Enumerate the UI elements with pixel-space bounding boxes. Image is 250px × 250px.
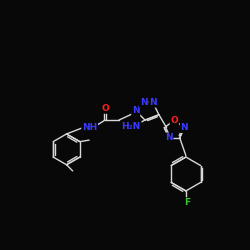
Text: N: N <box>132 106 140 115</box>
Text: N: N <box>149 98 156 107</box>
Text: H₂N: H₂N <box>122 122 141 131</box>
Text: NH: NH <box>82 123 97 132</box>
Text: N: N <box>140 98 147 107</box>
Text: O: O <box>170 116 178 124</box>
Text: N: N <box>165 133 173 142</box>
Text: N: N <box>180 123 188 132</box>
Text: F: F <box>184 198 190 207</box>
Text: O: O <box>101 104 109 113</box>
